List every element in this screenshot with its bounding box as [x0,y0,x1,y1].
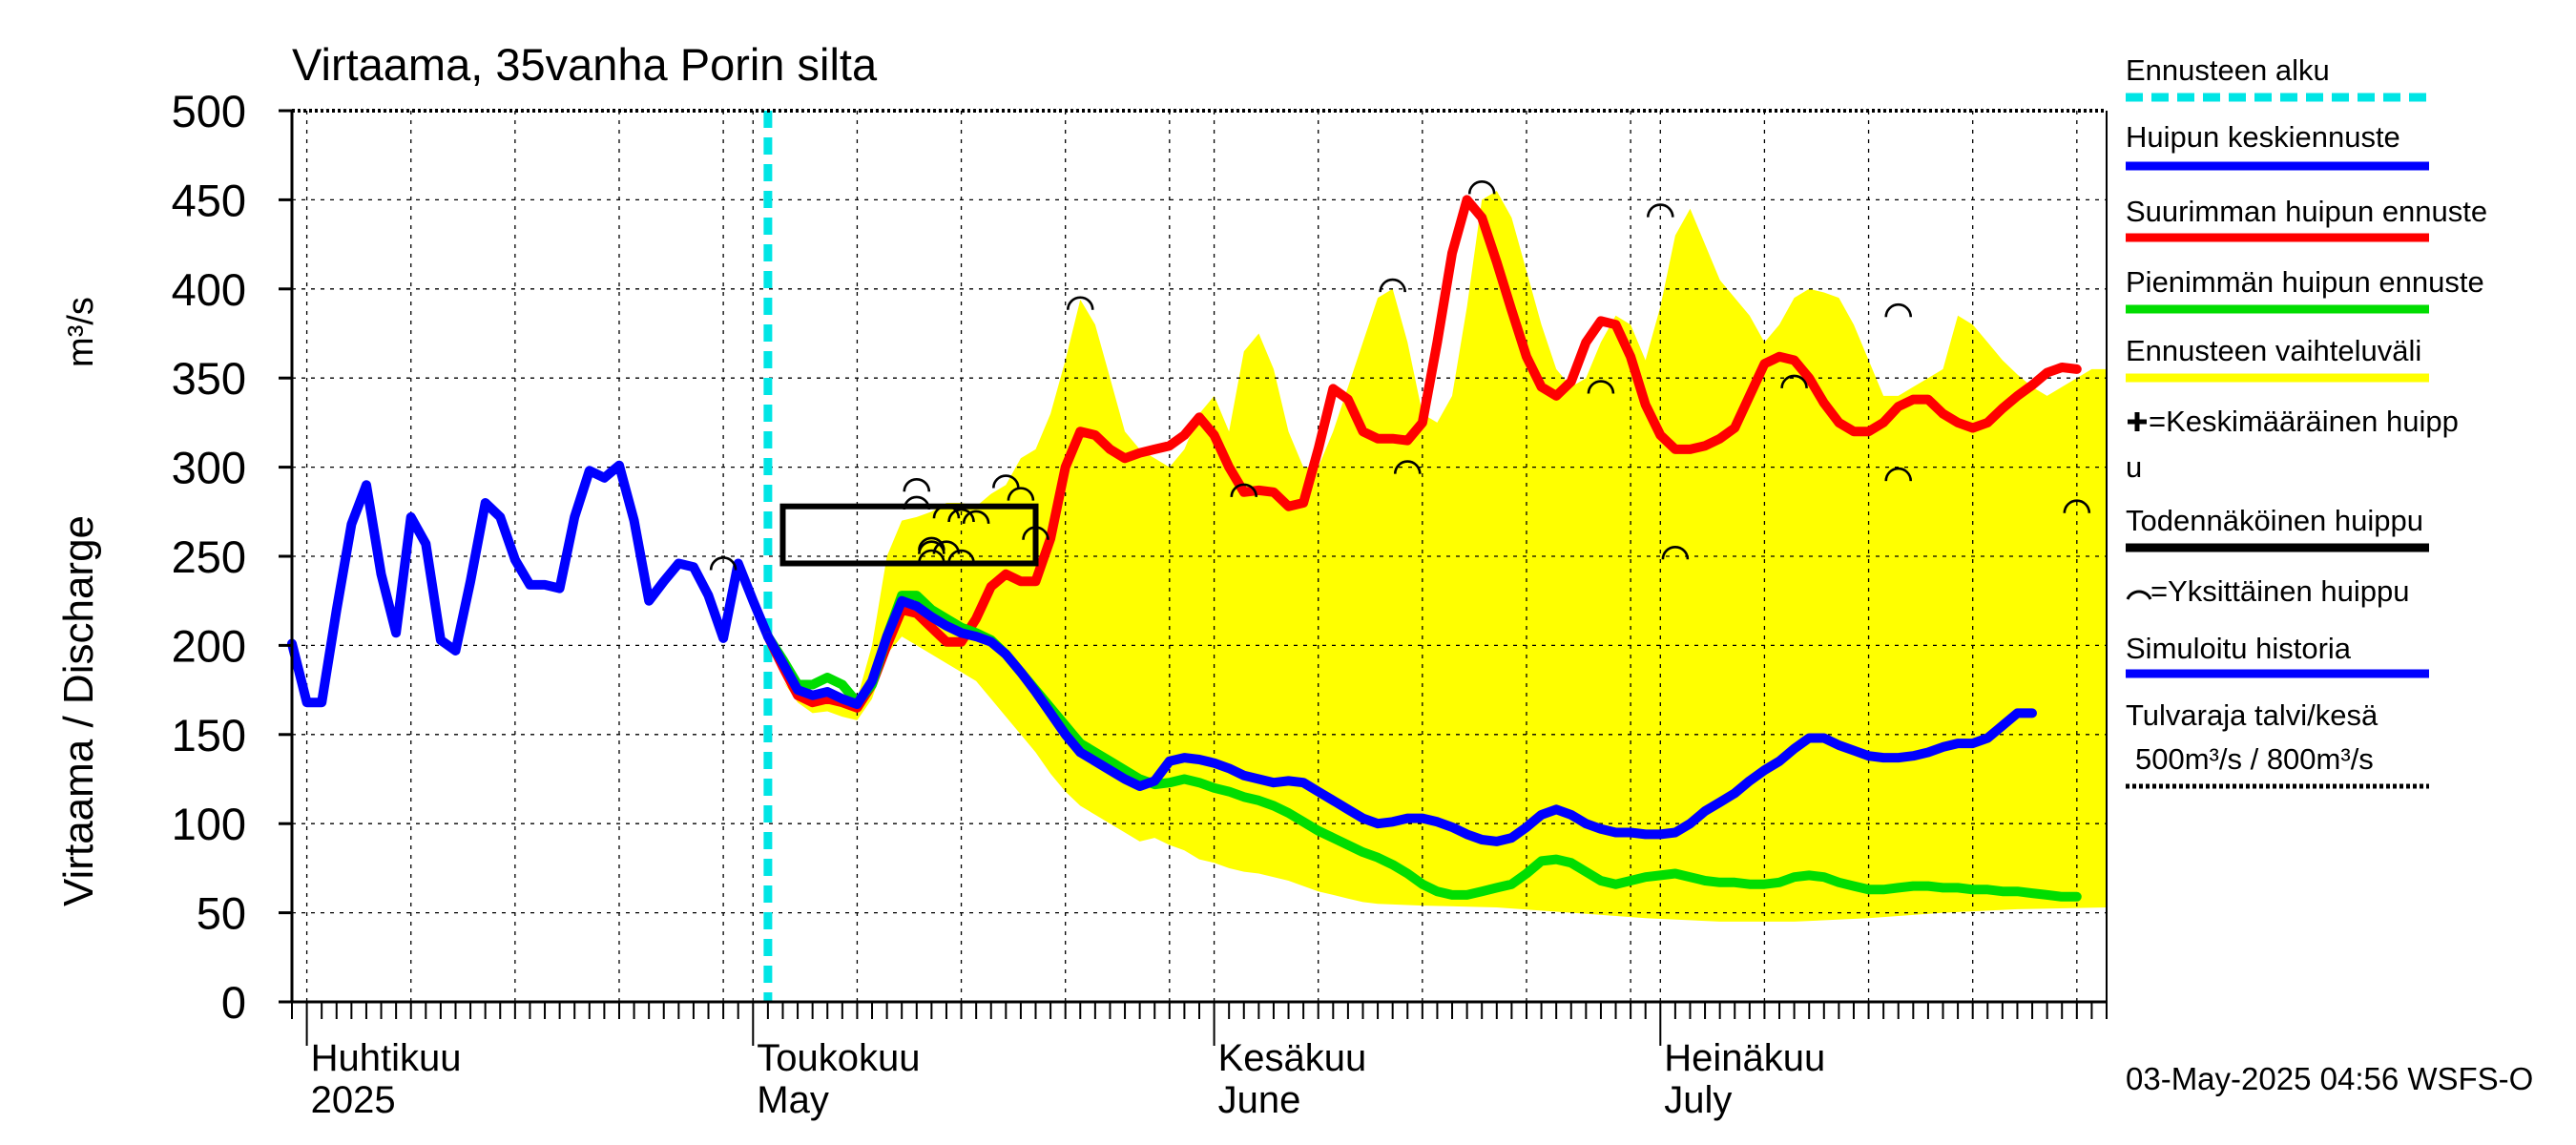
individual-peak-marker [1884,467,1913,482]
individual-peak-marker [1780,374,1808,389]
y-tick-label: 450 [172,175,246,225]
individual-peak-marker [918,549,945,564]
legend: Ennusteen alku Huipun keskiennuste Suurimm… [2126,53,2487,789]
y-axis-label: Virtaama / Discharge [55,515,102,906]
y-tick-label: 50 [197,888,246,939]
y-tick-label: 200 [172,620,246,671]
y-tick-label: 100 [172,799,246,849]
month-label-en: June [1218,1079,1301,1121]
individual-peak-marker [932,505,961,519]
legend-label: Todennäköinen huippu [2126,504,2423,537]
y-tick-label: 500 [172,86,246,136]
series-layer [287,111,2082,1002]
series-line-huipun-keskiennuste [762,595,2037,846]
legend-label: Simuloitu historia [2126,632,2352,665]
month-label-fi: Huhtikuu [311,1037,462,1079]
month-label-fi: Heinäkuu [1664,1037,1825,1079]
month-label-en: July [1664,1079,1732,1121]
individual-peak-marker [903,495,931,510]
individual-peak-marker [1066,296,1094,310]
footer-timestamp: 03-May-2025 04:56 WSFS-O [2126,1061,2533,1096]
individual-peak-marker [1379,278,1406,293]
month-label-fi: Toukokuu [757,1037,920,1079]
chart-title: Virtaama, 35vanha Porin silta [292,39,878,90]
peak-layer [709,180,2091,571]
probable-peak-box [779,503,1039,567]
individual-peak-marker [947,549,975,564]
legend-label: 500m³/s / 800m³/s [2135,742,2374,776]
individual-peak-marker [962,510,990,525]
legend-label: Tulvaraja talvi/kesä [2126,698,2379,732]
individual-peak-marker [992,474,1020,489]
legend-label: Pienimmän huipun ennuste [2126,265,2484,299]
y-tick-label: 300 [172,443,246,493]
legend-label: Huipun keskiennuste [2126,120,2400,154]
individual-peak-marker [1661,545,1690,560]
individual-peak-marker [947,508,975,523]
legend-label: Suurimman huipun ennuste [2126,195,2487,228]
y-tick-label: 250 [172,531,246,582]
individual-peak-marker [2063,499,2091,513]
y-tick-label: 350 [172,353,246,404]
y-tick-label: 150 [172,710,246,760]
y-axis-unit: m³/s [61,297,101,367]
individual-peak-marker [1647,203,1674,218]
series-line-suurimman-huipun-ennuste [762,195,2082,713]
individual-peak-marker [932,540,961,554]
individual-peak-marker [1230,483,1258,497]
individual-peak-marker [1587,380,1615,394]
legend-arc-symbol [2126,590,2152,600]
month-label-en: May [757,1079,829,1121]
legend-label: =Keskimääräinen huipp [2149,405,2459,438]
legend-label: Ennusteen alku [2126,53,2330,87]
individual-peak-marker [1884,302,1913,318]
individual-peak-marker [1007,487,1035,501]
legend-label: =Yksittäinen huippu [2150,574,2409,608]
legend-label: Ennusteen vaihteluväli [2126,334,2421,367]
series-line-simuloitu-historia [287,460,773,708]
legend-label: u [2126,450,2142,484]
month-label-en: 2025 [311,1079,396,1121]
individual-peak-marker [903,477,931,492]
individual-peak-marker [1393,460,1422,474]
individual-peak-marker [1467,180,1496,195]
grid-layer [292,111,2107,1002]
individual-peak-marker [918,536,945,552]
individual-peak-marker [1022,526,1049,540]
axis-layer: 0 50 100 150 200 250 300 350 400 450 500 Huhtikuu20… [172,86,2108,1121]
individual-peak-marker [709,556,737,571]
y-tick-label: 400 [172,264,246,315]
y-tick-label: 0 [221,977,246,1028]
month-label-fi: Kesäkuu [1218,1037,1367,1079]
